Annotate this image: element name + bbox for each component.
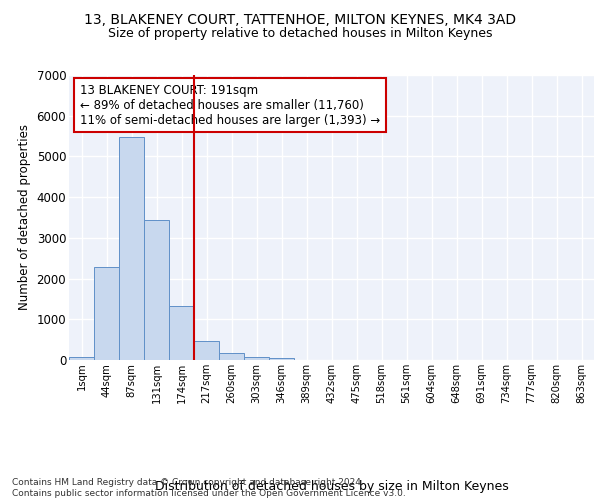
- Text: 13, BLAKENEY COURT, TATTENHOE, MILTON KEYNES, MK4 3AD: 13, BLAKENEY COURT, TATTENHOE, MILTON KE…: [84, 12, 516, 26]
- Bar: [119, 138, 144, 360]
- Bar: [244, 356, 269, 360]
- Bar: [169, 306, 194, 360]
- Bar: [219, 354, 244, 360]
- Text: Contains HM Land Registry data © Crown copyright and database right 2024.
Contai: Contains HM Land Registry data © Crown c…: [12, 478, 406, 498]
- Y-axis label: Number of detached properties: Number of detached properties: [18, 124, 31, 310]
- Text: Size of property relative to detached houses in Milton Keynes: Size of property relative to detached ho…: [108, 28, 492, 40]
- X-axis label: Distribution of detached houses by size in Milton Keynes: Distribution of detached houses by size …: [155, 480, 508, 492]
- Text: 13 BLAKENEY COURT: 191sqm
← 89% of detached houses are smaller (11,760)
11% of s: 13 BLAKENEY COURT: 191sqm ← 89% of detac…: [79, 84, 380, 126]
- Bar: [269, 358, 294, 360]
- Bar: [94, 267, 119, 360]
- Bar: [69, 356, 94, 360]
- Bar: [194, 341, 219, 360]
- Bar: [144, 220, 169, 360]
